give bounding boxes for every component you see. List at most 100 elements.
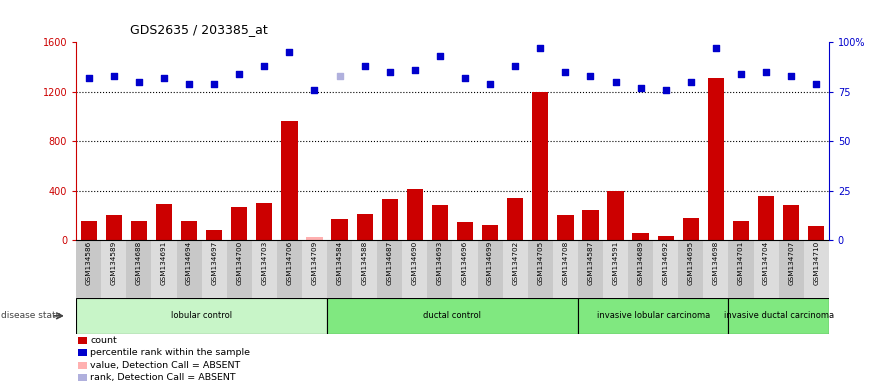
Point <box>809 81 823 87</box>
Point <box>433 53 447 59</box>
Point <box>684 79 698 85</box>
Text: GSM134707: GSM134707 <box>788 241 794 285</box>
Bar <box>256 203 272 240</box>
Point <box>107 73 121 79</box>
Point <box>608 79 623 85</box>
Bar <box>151 240 177 298</box>
Bar <box>332 219 348 240</box>
Text: GSM134692: GSM134692 <box>663 241 668 285</box>
Bar <box>106 215 122 240</box>
Point <box>408 67 422 73</box>
Bar <box>156 204 172 240</box>
Bar <box>783 205 799 240</box>
Text: percentile rank within the sample: percentile rank within the sample <box>90 348 250 357</box>
Text: lobular control: lobular control <box>171 311 232 320</box>
Text: GSM134705: GSM134705 <box>538 241 543 285</box>
Bar <box>76 240 101 298</box>
Bar <box>683 218 699 240</box>
Point <box>82 75 96 81</box>
Bar <box>382 199 398 240</box>
Text: GSM134703: GSM134703 <box>262 241 267 285</box>
Bar <box>603 240 628 298</box>
Bar <box>728 240 754 298</box>
Bar <box>202 240 227 298</box>
Text: GSM134697: GSM134697 <box>211 241 217 285</box>
Point <box>132 79 146 85</box>
Bar <box>733 221 749 240</box>
Point <box>182 81 196 87</box>
Bar <box>703 240 728 298</box>
Bar <box>633 233 649 240</box>
Text: invasive ductal carcinoma: invasive ductal carcinoma <box>724 311 833 320</box>
Bar <box>306 237 323 240</box>
Bar <box>78 349 87 356</box>
Point <box>483 81 497 87</box>
Text: GSM134710: GSM134710 <box>814 241 819 285</box>
Text: GSM134687: GSM134687 <box>387 241 392 285</box>
Bar <box>528 240 553 298</box>
Bar <box>78 362 87 369</box>
Bar <box>553 240 578 298</box>
Bar <box>76 298 327 334</box>
Point <box>307 87 322 93</box>
Point <box>659 87 673 93</box>
Bar <box>482 225 498 240</box>
Bar <box>252 240 277 298</box>
Bar <box>281 121 297 240</box>
Bar <box>78 374 87 381</box>
Bar <box>658 236 674 240</box>
Point <box>533 45 547 51</box>
Text: GSM134586: GSM134586 <box>86 241 91 285</box>
Bar <box>131 221 147 240</box>
Bar <box>177 240 202 298</box>
Bar <box>758 195 774 240</box>
Point <box>458 75 472 81</box>
Text: GSM134588: GSM134588 <box>362 241 367 285</box>
Text: GSM134587: GSM134587 <box>588 241 593 285</box>
Text: GSM134700: GSM134700 <box>237 241 242 285</box>
Bar <box>607 190 624 240</box>
Point <box>383 69 397 75</box>
Bar <box>457 222 473 240</box>
Text: GSM134704: GSM134704 <box>763 241 769 285</box>
Bar <box>302 240 327 298</box>
Bar <box>327 240 352 298</box>
Bar <box>277 240 302 298</box>
Text: GSM134698: GSM134698 <box>713 241 719 285</box>
Bar <box>808 227 824 240</box>
Bar <box>779 240 804 298</box>
Bar <box>101 240 126 298</box>
Bar <box>352 240 377 298</box>
Text: GSM134688: GSM134688 <box>136 241 142 285</box>
Bar <box>507 198 523 240</box>
Text: GSM134690: GSM134690 <box>412 241 418 285</box>
Point <box>358 63 372 69</box>
Bar <box>432 205 448 240</box>
Text: GDS2635 / 203385_at: GDS2635 / 203385_at <box>130 23 268 36</box>
Bar <box>578 240 603 298</box>
Text: GSM134701: GSM134701 <box>738 241 744 285</box>
Text: GSM134584: GSM134584 <box>337 241 342 285</box>
Bar <box>628 240 653 298</box>
Text: GSM134699: GSM134699 <box>487 241 493 285</box>
Bar <box>231 207 247 240</box>
Point <box>207 81 221 87</box>
Bar <box>532 92 548 240</box>
Point <box>734 71 748 77</box>
Text: GSM134691: GSM134691 <box>161 241 167 285</box>
Text: GSM134702: GSM134702 <box>513 241 518 285</box>
Bar <box>728 298 829 334</box>
Text: GSM134694: GSM134694 <box>186 241 192 285</box>
Point <box>157 75 171 81</box>
Bar <box>708 78 724 240</box>
Text: GSM134706: GSM134706 <box>287 241 292 285</box>
Bar <box>227 240 252 298</box>
Text: invasive lobular carcinoma: invasive lobular carcinoma <box>597 311 710 320</box>
Bar <box>377 240 402 298</box>
Point <box>558 69 573 75</box>
Bar <box>582 210 599 240</box>
Text: GSM134708: GSM134708 <box>563 241 568 285</box>
Bar <box>126 240 151 298</box>
Bar <box>327 298 578 334</box>
Text: GSM134709: GSM134709 <box>312 241 317 285</box>
